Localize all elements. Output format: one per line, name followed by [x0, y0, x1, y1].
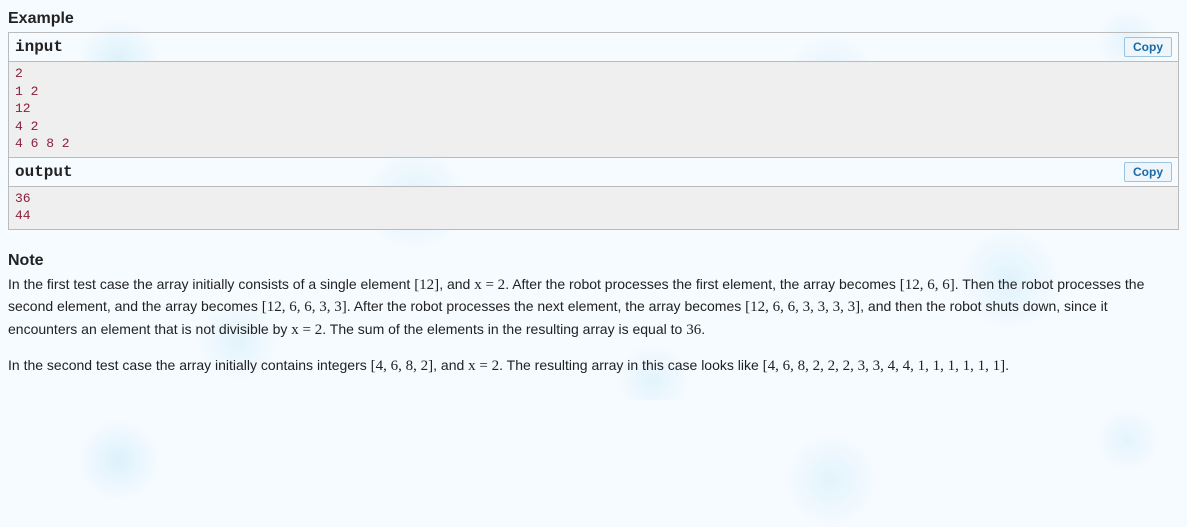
note-text: In the first test case the array initial… — [8, 276, 414, 292]
example-title: Example — [8, 10, 1179, 28]
copy-output-button[interactable]: Copy — [1124, 162, 1172, 182]
math-expr: [12, 6, 6] — [900, 277, 955, 293]
note-text: . The resulting array in this case looks… — [499, 357, 763, 373]
math-expr: [12] — [414, 277, 439, 293]
math-expr: [12, 6, 6, 3, 3] — [262, 299, 347, 315]
math-expr: 36 — [686, 322, 701, 338]
input-block: input Copy 2 1 2 12 4 2 4 6 8 2 — [8, 32, 1179, 158]
note-text: , and — [439, 276, 474, 292]
note-title: Note — [8, 252, 1179, 270]
output-block: output Copy 36 44 — [8, 158, 1179, 230]
note-text: . After the robot processes the next ele… — [347, 298, 745, 314]
math-expr: x = 2 — [474, 277, 505, 293]
note-text: . — [1005, 357, 1009, 373]
output-label: output — [15, 163, 73, 181]
copy-input-button[interactable]: Copy — [1124, 37, 1172, 57]
note-text: . — [701, 321, 705, 337]
note-section: Note In the first test case the array in… — [8, 252, 1179, 378]
note-para-2: In the second test case the array initia… — [8, 355, 1179, 378]
input-label: input — [15, 38, 63, 56]
note-para-1: In the first test case the array initial… — [8, 274, 1179, 342]
math-expr: [12, 6, 6, 3, 3, 3, 3] — [745, 299, 860, 315]
math-expr: [4, 6, 8, 2, 2, 2, 3, 3, 4, 4, 1, 1, 1, … — [763, 358, 1006, 374]
example-section: Example input Copy 2 1 2 12 4 2 4 6 8 2 … — [8, 10, 1179, 230]
note-text: . After the robot processes the first el… — [505, 276, 900, 292]
math-expr: x = 2 — [468, 358, 499, 374]
note-body: In the first test case the array initial… — [8, 274, 1179, 378]
note-text: . The sum of the elements in the resulti… — [322, 321, 686, 337]
output-header: output Copy — [9, 158, 1178, 187]
note-text: In the second test case the array initia… — [8, 357, 371, 373]
input-content: 2 1 2 12 4 2 4 6 8 2 — [9, 62, 1178, 157]
math-expr: [4, 6, 8, 2] — [371, 358, 434, 374]
input-header: input Copy — [9, 33, 1178, 62]
math-expr: x = 2 — [291, 322, 322, 338]
note-text: , and — [433, 357, 468, 373]
output-content: 36 44 — [9, 187, 1178, 229]
